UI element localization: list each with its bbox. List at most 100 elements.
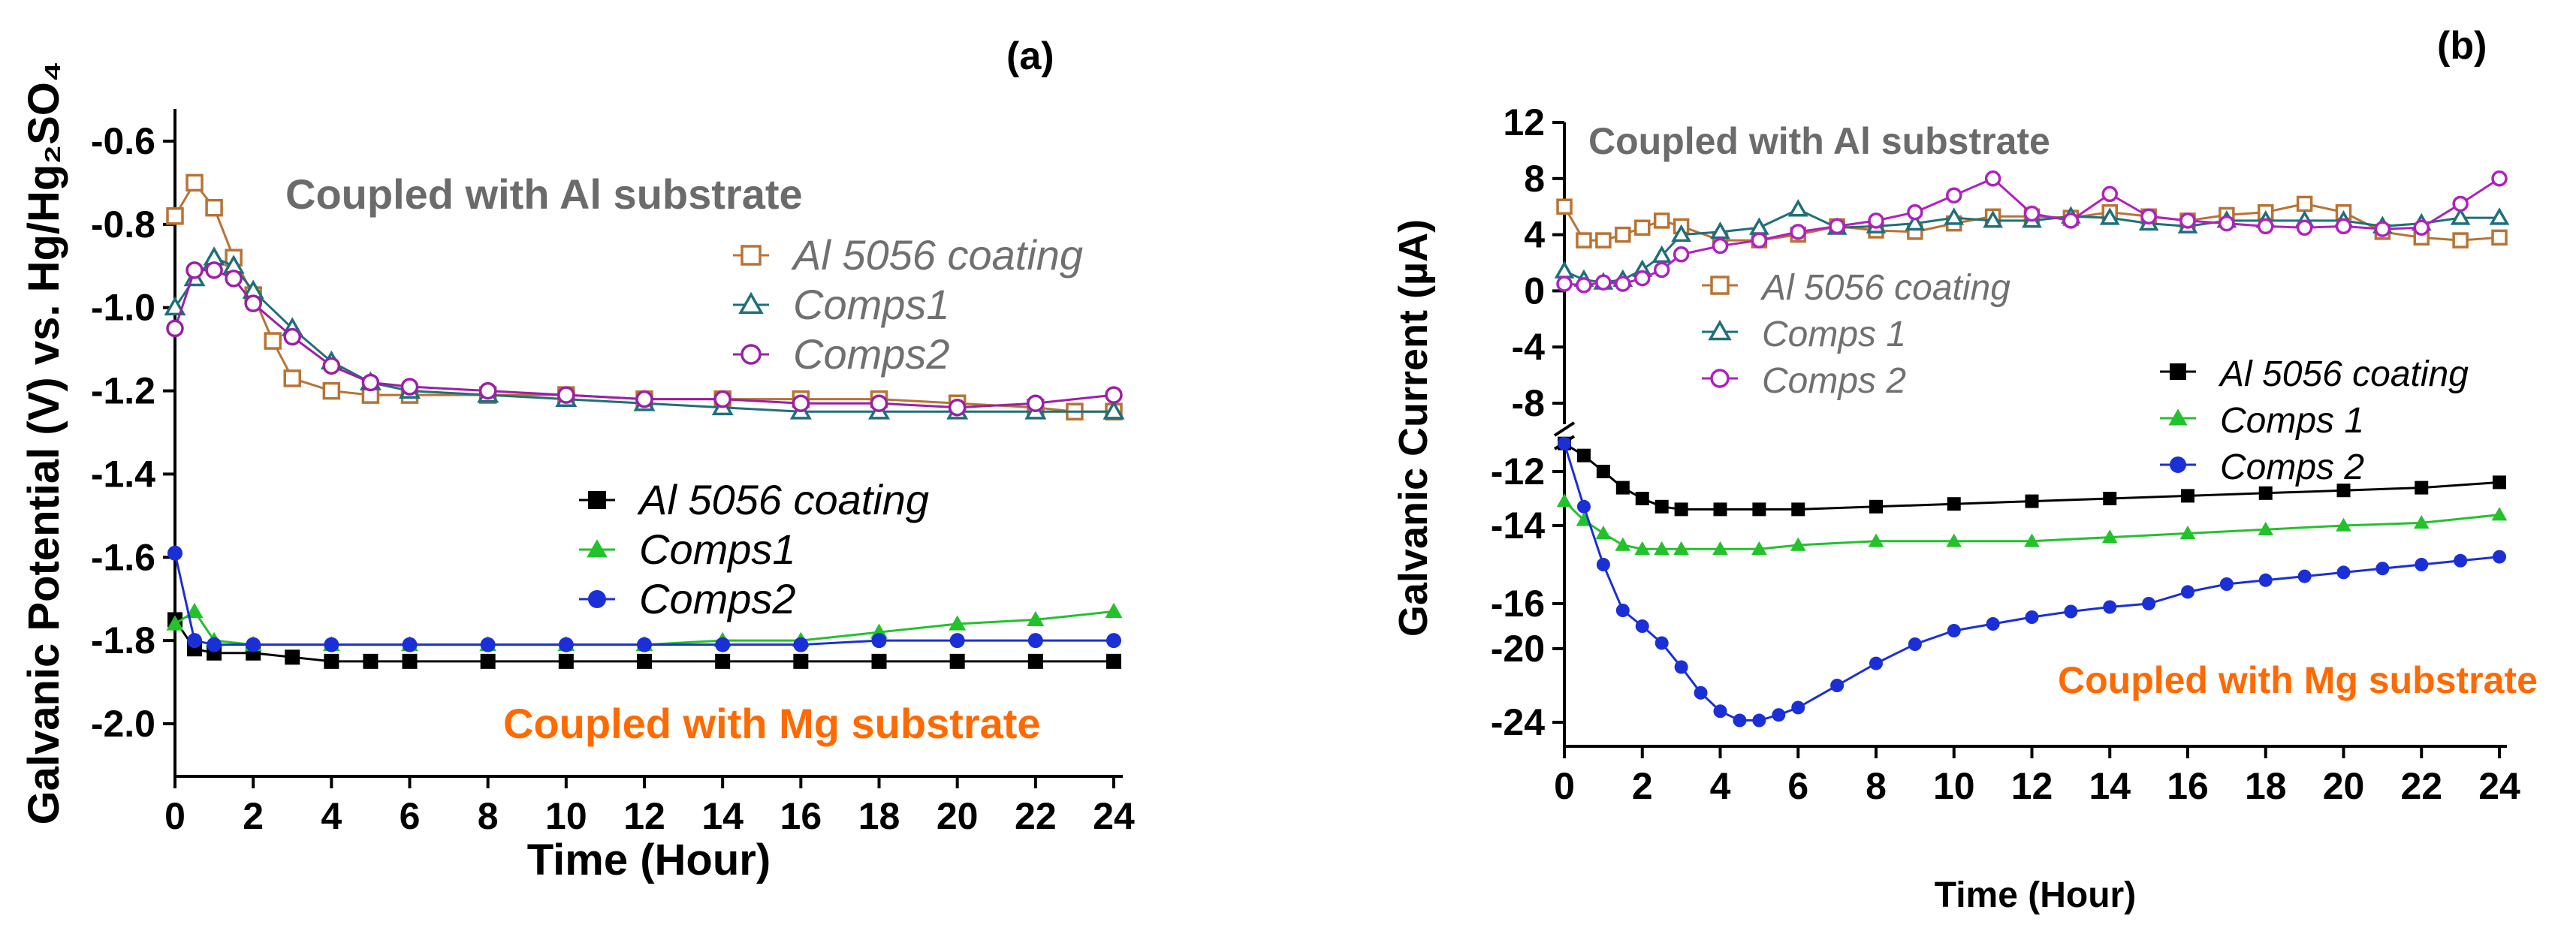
data-point [322, 357, 341, 375]
panel-b-label: (b) [2437, 24, 2487, 68]
y-tick-label: -2.0 [91, 703, 155, 745]
legend-item-comps1: Comps1 [733, 281, 950, 328]
data-point [1615, 537, 1631, 551]
legend-marker [1710, 369, 1730, 388]
legend-marker [588, 491, 606, 509]
data-point [324, 653, 339, 669]
data-point [2258, 521, 2274, 535]
legend-item-comps-2: Comps 2 [2160, 447, 2364, 487]
data-point [2454, 553, 2468, 568]
data-point [1556, 493, 1573, 508]
data-point [2491, 229, 2508, 246]
series-al-comps-2 [1556, 170, 2508, 294]
data-point [1651, 245, 1673, 264]
y-tick-label: 4 [1524, 214, 1545, 256]
data-point [1634, 270, 1651, 287]
data-point [1946, 533, 1962, 547]
y-tick-label: -20 [1491, 628, 1545, 670]
data-point [1868, 212, 1884, 229]
series-line [1564, 177, 2500, 287]
data-point [2413, 515, 2430, 529]
panel-b-legend-mg: Al 5056 coating Comps 1 Comps 2 [2160, 354, 2469, 487]
legend-marker [1710, 276, 1730, 295]
x-tick-label: 4 [1710, 765, 1731, 807]
data-point [715, 653, 731, 669]
data-point [1790, 224, 1806, 240]
legend-label: Al 5056 coating [637, 476, 929, 523]
data-point [2181, 585, 2194, 599]
y-tick-label: -0.8 [91, 203, 155, 246]
data-point [1634, 541, 1651, 555]
y-tick-label: -12 [1491, 450, 1545, 493]
data-point [1944, 207, 1965, 225]
y-tick-label: 12 [1503, 101, 1545, 143]
data-point [2219, 577, 2234, 591]
data-point [186, 261, 204, 279]
series-mg-comps-2 [1558, 436, 2506, 728]
data-point [949, 653, 965, 669]
data-point [1712, 541, 1728, 555]
data-point [1694, 685, 1708, 700]
data-point [1712, 237, 1729, 255]
legend-label: Comps 2 [1762, 361, 1906, 401]
data-point [1713, 704, 1727, 719]
data-point [1576, 277, 1592, 294]
data-point [949, 633, 965, 649]
y-tick-label: -1.4 [91, 453, 155, 495]
data-point [2258, 218, 2274, 235]
y-tick-label: -0.6 [91, 120, 155, 162]
y-tick-label: -16 [1491, 583, 1545, 625]
data-point [1615, 276, 1631, 292]
data-point [1869, 499, 1883, 514]
data-point [2452, 232, 2469, 249]
data-point [2415, 481, 2429, 495]
panel-b-ticks: 0 2 4 6 8 10 12 14 16 18 20 22 2412840-4-8-12-14-16-… [1491, 101, 2520, 807]
data-point [2491, 507, 2508, 521]
series-line [173, 256, 1114, 413]
panel-b: (b) 0 2 4 6 8 10 12 14 16 18 20 22 2412840-4-8-12-14… [1391, 24, 2538, 915]
data-point [1772, 708, 1786, 722]
data-point [225, 270, 243, 288]
y-tick-label: -24 [1491, 701, 1545, 743]
data-point [205, 261, 223, 279]
data-point [166, 319, 184, 338]
data-point [2415, 558, 2429, 571]
data-point [402, 653, 418, 669]
data-point [166, 207, 184, 225]
data-point [2219, 215, 2235, 232]
legend-marker [741, 344, 762, 365]
data-point [1983, 210, 2003, 228]
data-point [2103, 600, 2117, 614]
data-point [1791, 502, 1805, 517]
x-tick-label: 20 [937, 795, 979, 837]
data-point [1027, 633, 1043, 649]
x-tick-label: 20 [2323, 765, 2365, 807]
data-point [1671, 224, 1691, 243]
data-point [1653, 261, 1670, 279]
x-tick-label: 10 [1933, 765, 1975, 807]
data-point [1791, 700, 1805, 715]
data-point [1596, 558, 1610, 571]
legend-marker [2170, 363, 2186, 380]
data-point [1868, 533, 1884, 547]
data-point [322, 381, 341, 400]
data-point [1595, 526, 1612, 540]
data-point [2336, 484, 2351, 498]
data-point [246, 637, 261, 652]
data-point [1105, 386, 1123, 404]
legend-item-comps-1: Comps 1 [2160, 401, 2364, 441]
data-point [1106, 633, 1121, 649]
data-point [1576, 512, 1592, 526]
y-tick-label: -1.2 [91, 370, 155, 412]
data-point [2336, 517, 2351, 532]
data-point [1986, 617, 2000, 631]
data-point [1984, 170, 2001, 187]
series-mg-al-5056-coating [1558, 436, 2506, 517]
data-point [285, 649, 300, 665]
data-point [1673, 541, 1689, 555]
data-point [1027, 610, 1045, 627]
data-point [793, 653, 809, 669]
data-point [2103, 492, 2117, 505]
